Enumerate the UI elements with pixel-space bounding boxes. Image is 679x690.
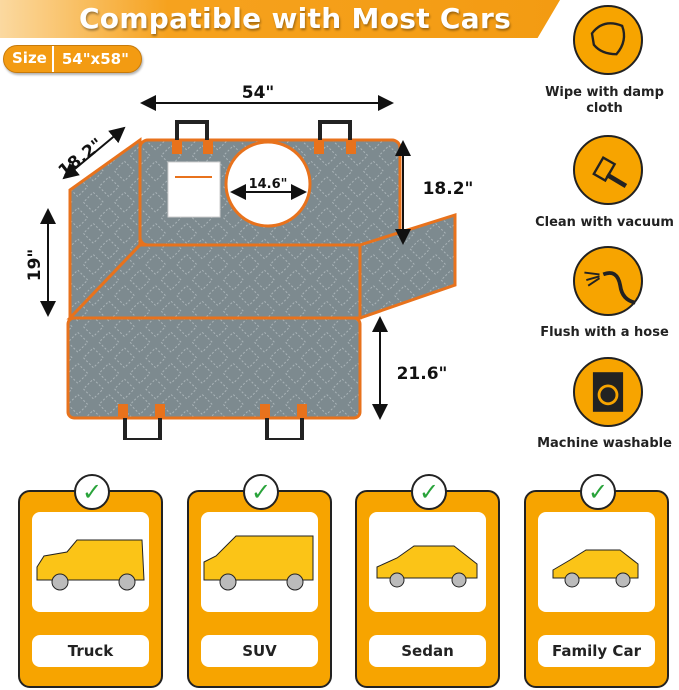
seat-cover-diagram: 54" 18.2" 19" 14.6" 18.2" 21.6" [25,83,474,440]
bottom-panel [66,316,362,420]
hole-label: 14.6" [249,177,288,192]
pocket [167,161,221,218]
header-banner [0,0,560,38]
care-label: Wipe with damp cloth [545,85,664,116]
care-label: Clean with vacuum [535,215,674,230]
vehicle-label: Truck [32,635,149,667]
care-label: Flush with a hose [540,325,669,340]
vehicle-label: Sedan [369,635,486,667]
size-value: 54"x58" [61,50,129,68]
bottom-height-label: 21.6" [397,364,448,384]
vehicle-label: Family Car [538,635,655,667]
side-label: 19" [25,249,45,282]
vehicle-label: SUV [201,635,318,667]
check-icon: ✓ [580,474,616,510]
wipe-cloth-icon [573,5,643,75]
sedan-image [369,512,486,612]
washing-machine-icon [573,357,643,427]
page-title: Compatible with Most Cars [78,2,512,35]
back-height-label: 18.2" [423,179,474,199]
truck-image [32,512,149,612]
check-icon: ✓ [411,474,447,510]
size-label: Size [4,46,54,72]
vehicle-card-family-car: ✓ Family Car [524,474,669,688]
suv-image [201,512,318,612]
vacuum-icon [573,135,643,205]
vehicle-card-truck: ✓ Truck [18,474,163,688]
check-icon: ✓ [243,474,279,510]
check-icon: ✓ [74,474,110,510]
vehicle-card-sedan: ✓ Sedan [355,474,500,688]
care-label: Machine washable [537,436,672,451]
vehicle-card-suv: ✓ SUV [187,474,332,688]
width-label: 54" [242,83,275,103]
hose-icon [573,246,643,316]
right-flap [358,212,457,321]
family-car-image [538,512,655,612]
size-badge: Size 54"x58" [3,45,142,73]
